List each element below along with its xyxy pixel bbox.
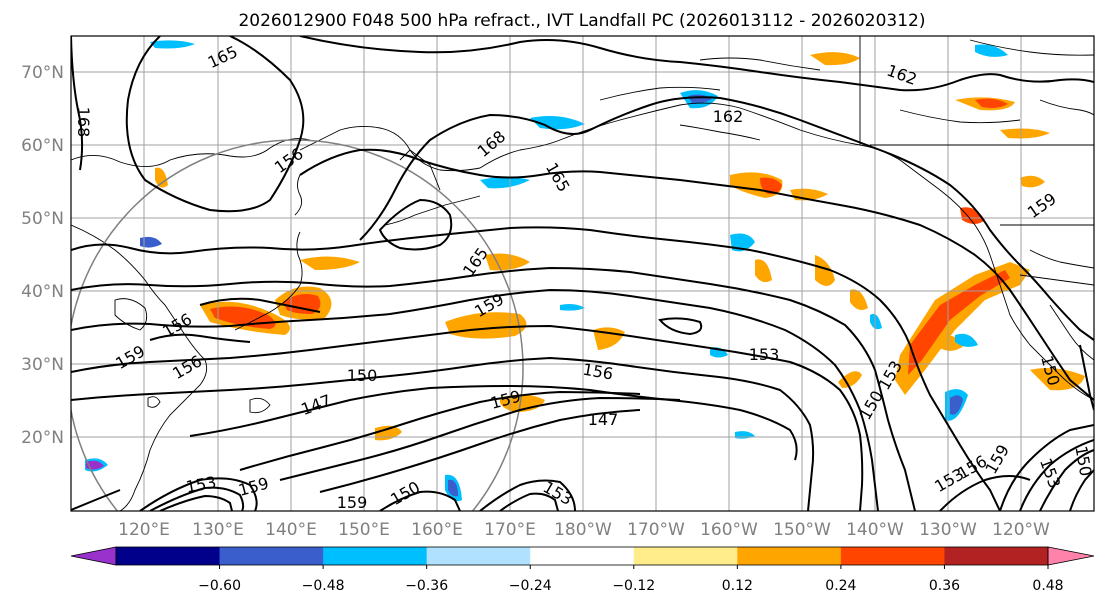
- graticule: [71, 36, 1094, 511]
- height-contours: [71, 36, 1094, 511]
- lon-label: 150°W: [773, 520, 831, 540]
- lon-label: 130°W: [919, 520, 977, 540]
- colorbar-segment: [323, 547, 428, 565]
- colorbar: −0.60 −0.48 −0.36 −0.24 −0.12 0.12 0.24 0.36 0.4…: [70, 546, 1095, 594]
- colorbar-segment: [116, 547, 221, 565]
- lon-label: 170°W: [627, 520, 685, 540]
- lat-label: 40°N: [21, 282, 64, 302]
- colorbar-tick-label: −0.12: [612, 578, 655, 594]
- contour-label: 147: [588, 410, 619, 429]
- longitude-labels: 120°E 130°E 140°E 150°E 160°E 170°E 180°…: [118, 520, 1050, 540]
- colorbar-segment: [426, 547, 531, 565]
- colorbar-segment: [944, 547, 1049, 565]
- map-title: 2026012900 F048 500 hPa refract., IVT La…: [238, 11, 925, 31]
- lon-label: 180°W: [554, 520, 612, 540]
- lon-label: 120°E: [118, 520, 170, 540]
- contour-label: 168: [74, 107, 93, 138]
- contour-label: 159: [337, 493, 368, 512]
- lon-label: 160°E: [411, 520, 463, 540]
- lon-label: 140°W: [846, 520, 904, 540]
- lon-label: 130°E: [192, 520, 244, 540]
- colorbar-extend-high: [1047, 546, 1095, 566]
- lat-label: 50°N: [21, 209, 64, 229]
- colorbar-segment: [633, 547, 738, 565]
- map-frame: [70, 35, 1095, 512]
- colorbar-tick-label: 0.36: [929, 578, 960, 594]
- lat-label: 60°N: [21, 136, 64, 156]
- colorbar-segment: [530, 547, 635, 565]
- colorbar-segments: [70, 546, 1095, 566]
- colorbar-segment: [737, 547, 842, 565]
- contour-label: 153: [749, 345, 780, 364]
- lon-label: 150°E: [338, 520, 390, 540]
- map-area: 165 168 162 162 168 165 165 159 159 153 …: [71, 36, 1095, 512]
- lon-label: 160°W: [700, 520, 758, 540]
- colorbar-tick-label: −0.36: [405, 578, 448, 594]
- colorbar-tick-label: −0.60: [198, 578, 241, 594]
- contour-label: 150: [1071, 444, 1095, 477]
- lon-label: 120°W: [992, 520, 1050, 540]
- latitude-labels: 70°N 60°N 50°N 40°N 30°N 20°N: [21, 63, 64, 448]
- lat-label: 70°N: [21, 63, 64, 83]
- lat-label: 30°N: [21, 355, 64, 375]
- colorbar-tick-label: −0.24: [509, 578, 552, 594]
- influence-circle: [71, 139, 524, 511]
- colorbar-tick-label: −0.48: [302, 578, 345, 594]
- colorbar-extend-low: [70, 546, 117, 566]
- colorbar-frame: [115, 546, 1049, 566]
- lat-label: 20°N: [21, 428, 64, 448]
- contour-label: 150: [347, 366, 378, 385]
- colorbar-tick-label: 0.24: [825, 578, 856, 594]
- colorbar-segment: [219, 547, 324, 565]
- colorbar-ticks: −0.60 −0.48 −0.36 −0.24 −0.12 0.12 0.24 0.36 0.4…: [198, 565, 1064, 594]
- contour-label: 162: [713, 107, 744, 126]
- lon-label: 140°E: [265, 520, 317, 540]
- colorbar-segment: [840, 547, 945, 565]
- colorbar-tick-label: 0.12: [722, 578, 753, 594]
- colorbar-tick-label: 0.48: [1032, 578, 1063, 594]
- lon-label: 170°E: [484, 520, 536, 540]
